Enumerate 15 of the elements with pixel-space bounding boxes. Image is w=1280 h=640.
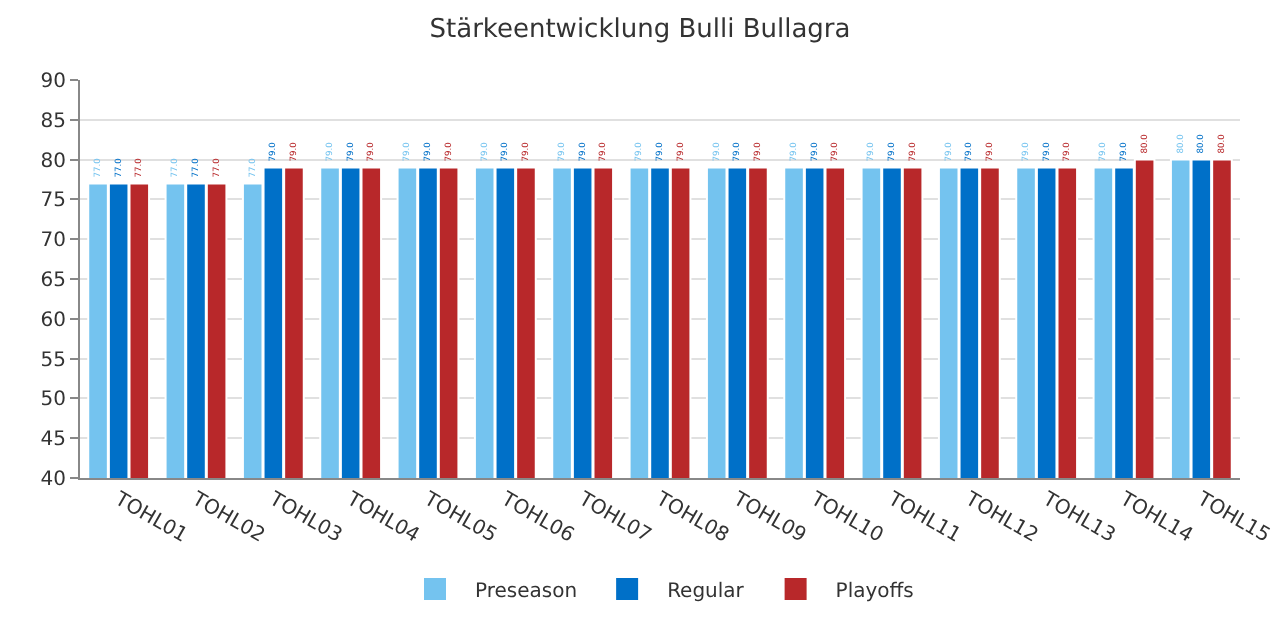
y-tick-label: 70: [40, 230, 66, 253]
legend-label: Playoffs: [835, 580, 914, 603]
y-tick-label: 45: [40, 429, 66, 452]
y-tick-label: 40: [40, 469, 66, 491]
chart-title: Stärkeentwicklung Bulli Bullagra: [429, 15, 851, 46]
y-tick-label: 80: [40, 150, 66, 173]
y-tick-label: 55: [40, 349, 66, 372]
y-tick-label: 85: [40, 110, 66, 133]
y-tick-label: 90: [40, 71, 66, 93]
y-tick-label: 50: [40, 389, 66, 412]
y-tick-label: 60: [40, 309, 66, 332]
y-tick-label: 75: [40, 190, 66, 213]
legend-label: Regular: [667, 580, 746, 603]
legend-label: Preseason: [475, 580, 578, 603]
y-tick-label: 65: [40, 270, 66, 292]
